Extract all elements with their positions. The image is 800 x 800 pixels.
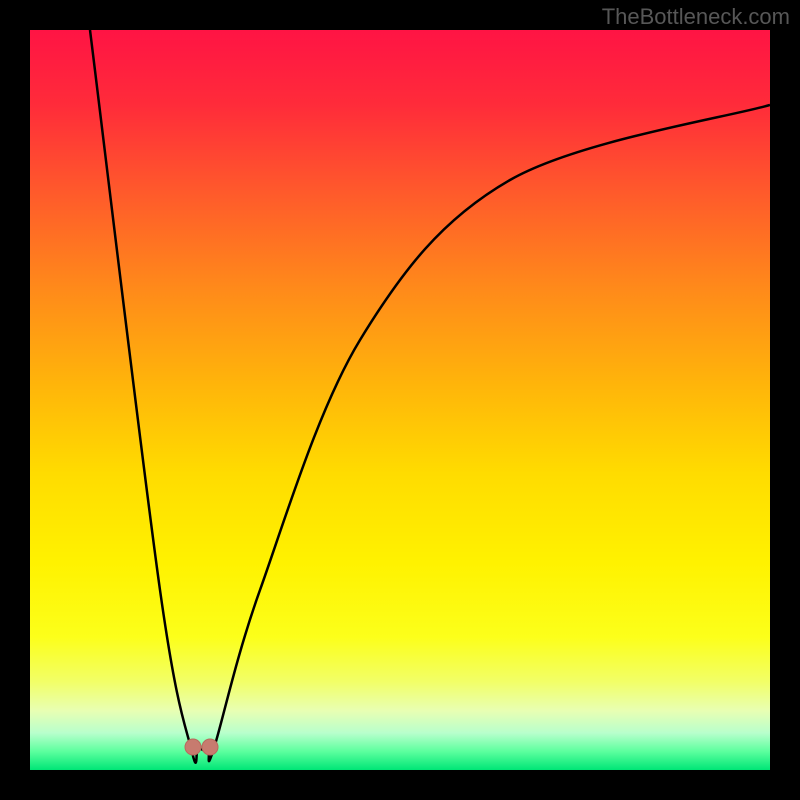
plot-area — [30, 30, 770, 770]
curve-marker — [185, 739, 201, 755]
bottleneck-curve — [90, 30, 770, 763]
canvas-root: TheBottleneck.com — [0, 0, 800, 800]
curve-marker — [202, 739, 218, 755]
plot-svg — [30, 30, 770, 770]
attribution-text: TheBottleneck.com — [602, 4, 790, 30]
